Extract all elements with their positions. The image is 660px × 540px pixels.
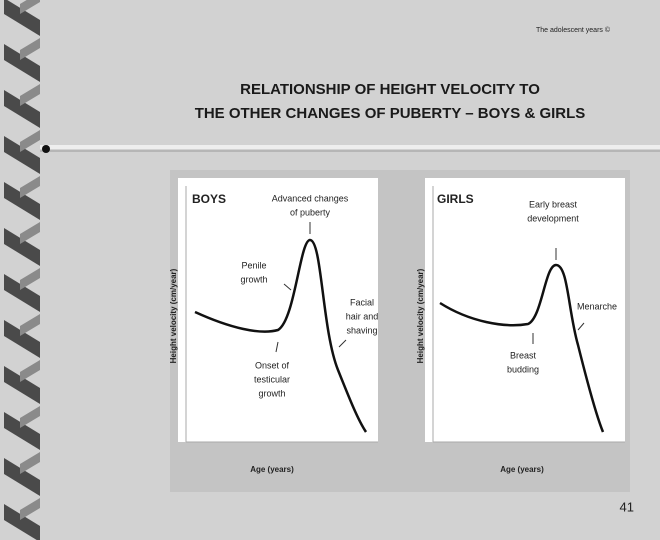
binding-coil: [4, 458, 40, 496]
annotation: Menarche: [577, 301, 617, 311]
panel: [178, 178, 378, 442]
pointer: [532, 248, 585, 344]
binding-coil: [4, 90, 40, 128]
binding-coil: [20, 452, 40, 474]
binding-coil: [20, 498, 40, 520]
binding-coil: [20, 360, 40, 382]
binding-coil: [4, 320, 40, 358]
binding-coil: [4, 136, 40, 174]
binding-coil: [20, 268, 40, 290]
header-note: The adolescent years ©: [536, 26, 611, 34]
annotation: Penile: [241, 260, 266, 270]
annotation: of puberty: [290, 207, 331, 217]
annotation: development: [527, 213, 579, 223]
binding-coil: [4, 274, 40, 312]
annotation: growth: [258, 388, 285, 398]
binding-coil: [20, 176, 40, 198]
spiral-binding: [4, 0, 40, 540]
title-line: RELATIONSHIP OF HEIGHT VELOCITY TO: [240, 81, 540, 98]
title-line: THE OTHER CHANGES OF PUBERTY – BOYS & GI…: [195, 105, 586, 122]
annotation: Advanced changes: [272, 193, 349, 203]
binding-coil: [4, 366, 40, 404]
binding-coil: [20, 222, 40, 244]
x-axis-title: Age (years): [500, 465, 544, 474]
binding-coil: [4, 228, 40, 266]
annotation: hair and: [346, 311, 379, 321]
page-number: 41: [620, 499, 634, 514]
panel-label: GIRLS: [437, 192, 474, 206]
y-axis-title: Height velocity (cm/year): [169, 268, 178, 363]
panel-label: BOYS: [192, 192, 226, 206]
binding-coil: [20, 84, 40, 106]
annotation: Onset of: [255, 360, 290, 370]
growth-curve: [194, 238, 368, 433]
binding-coil: [20, 130, 40, 152]
annotation: Breast: [510, 350, 537, 360]
growth-curve: [439, 263, 605, 433]
binding-coil: [4, 504, 40, 540]
annotation: growth: [240, 274, 267, 284]
annotation: budding: [507, 364, 539, 374]
binding-coil: [4, 412, 40, 450]
binding-coil: [4, 182, 40, 220]
binding-coil: [4, 44, 40, 82]
pointer: [275, 222, 347, 353]
annotation: Facial: [350, 297, 374, 307]
binding-coil: [20, 38, 40, 60]
annotation: testicular: [254, 374, 290, 384]
binding-coil: [20, 406, 40, 428]
binding-coil: [4, 0, 40, 36]
annotation: shaving: [346, 325, 377, 335]
binding-coil: [20, 314, 40, 336]
y-axis-title: Height velocity (cm/year): [416, 268, 425, 363]
annotation: Early breast: [529, 199, 578, 209]
divider-dot: [42, 145, 50, 153]
x-axis-title: Age (years): [250, 465, 294, 474]
binding-coil: [20, 0, 40, 14]
